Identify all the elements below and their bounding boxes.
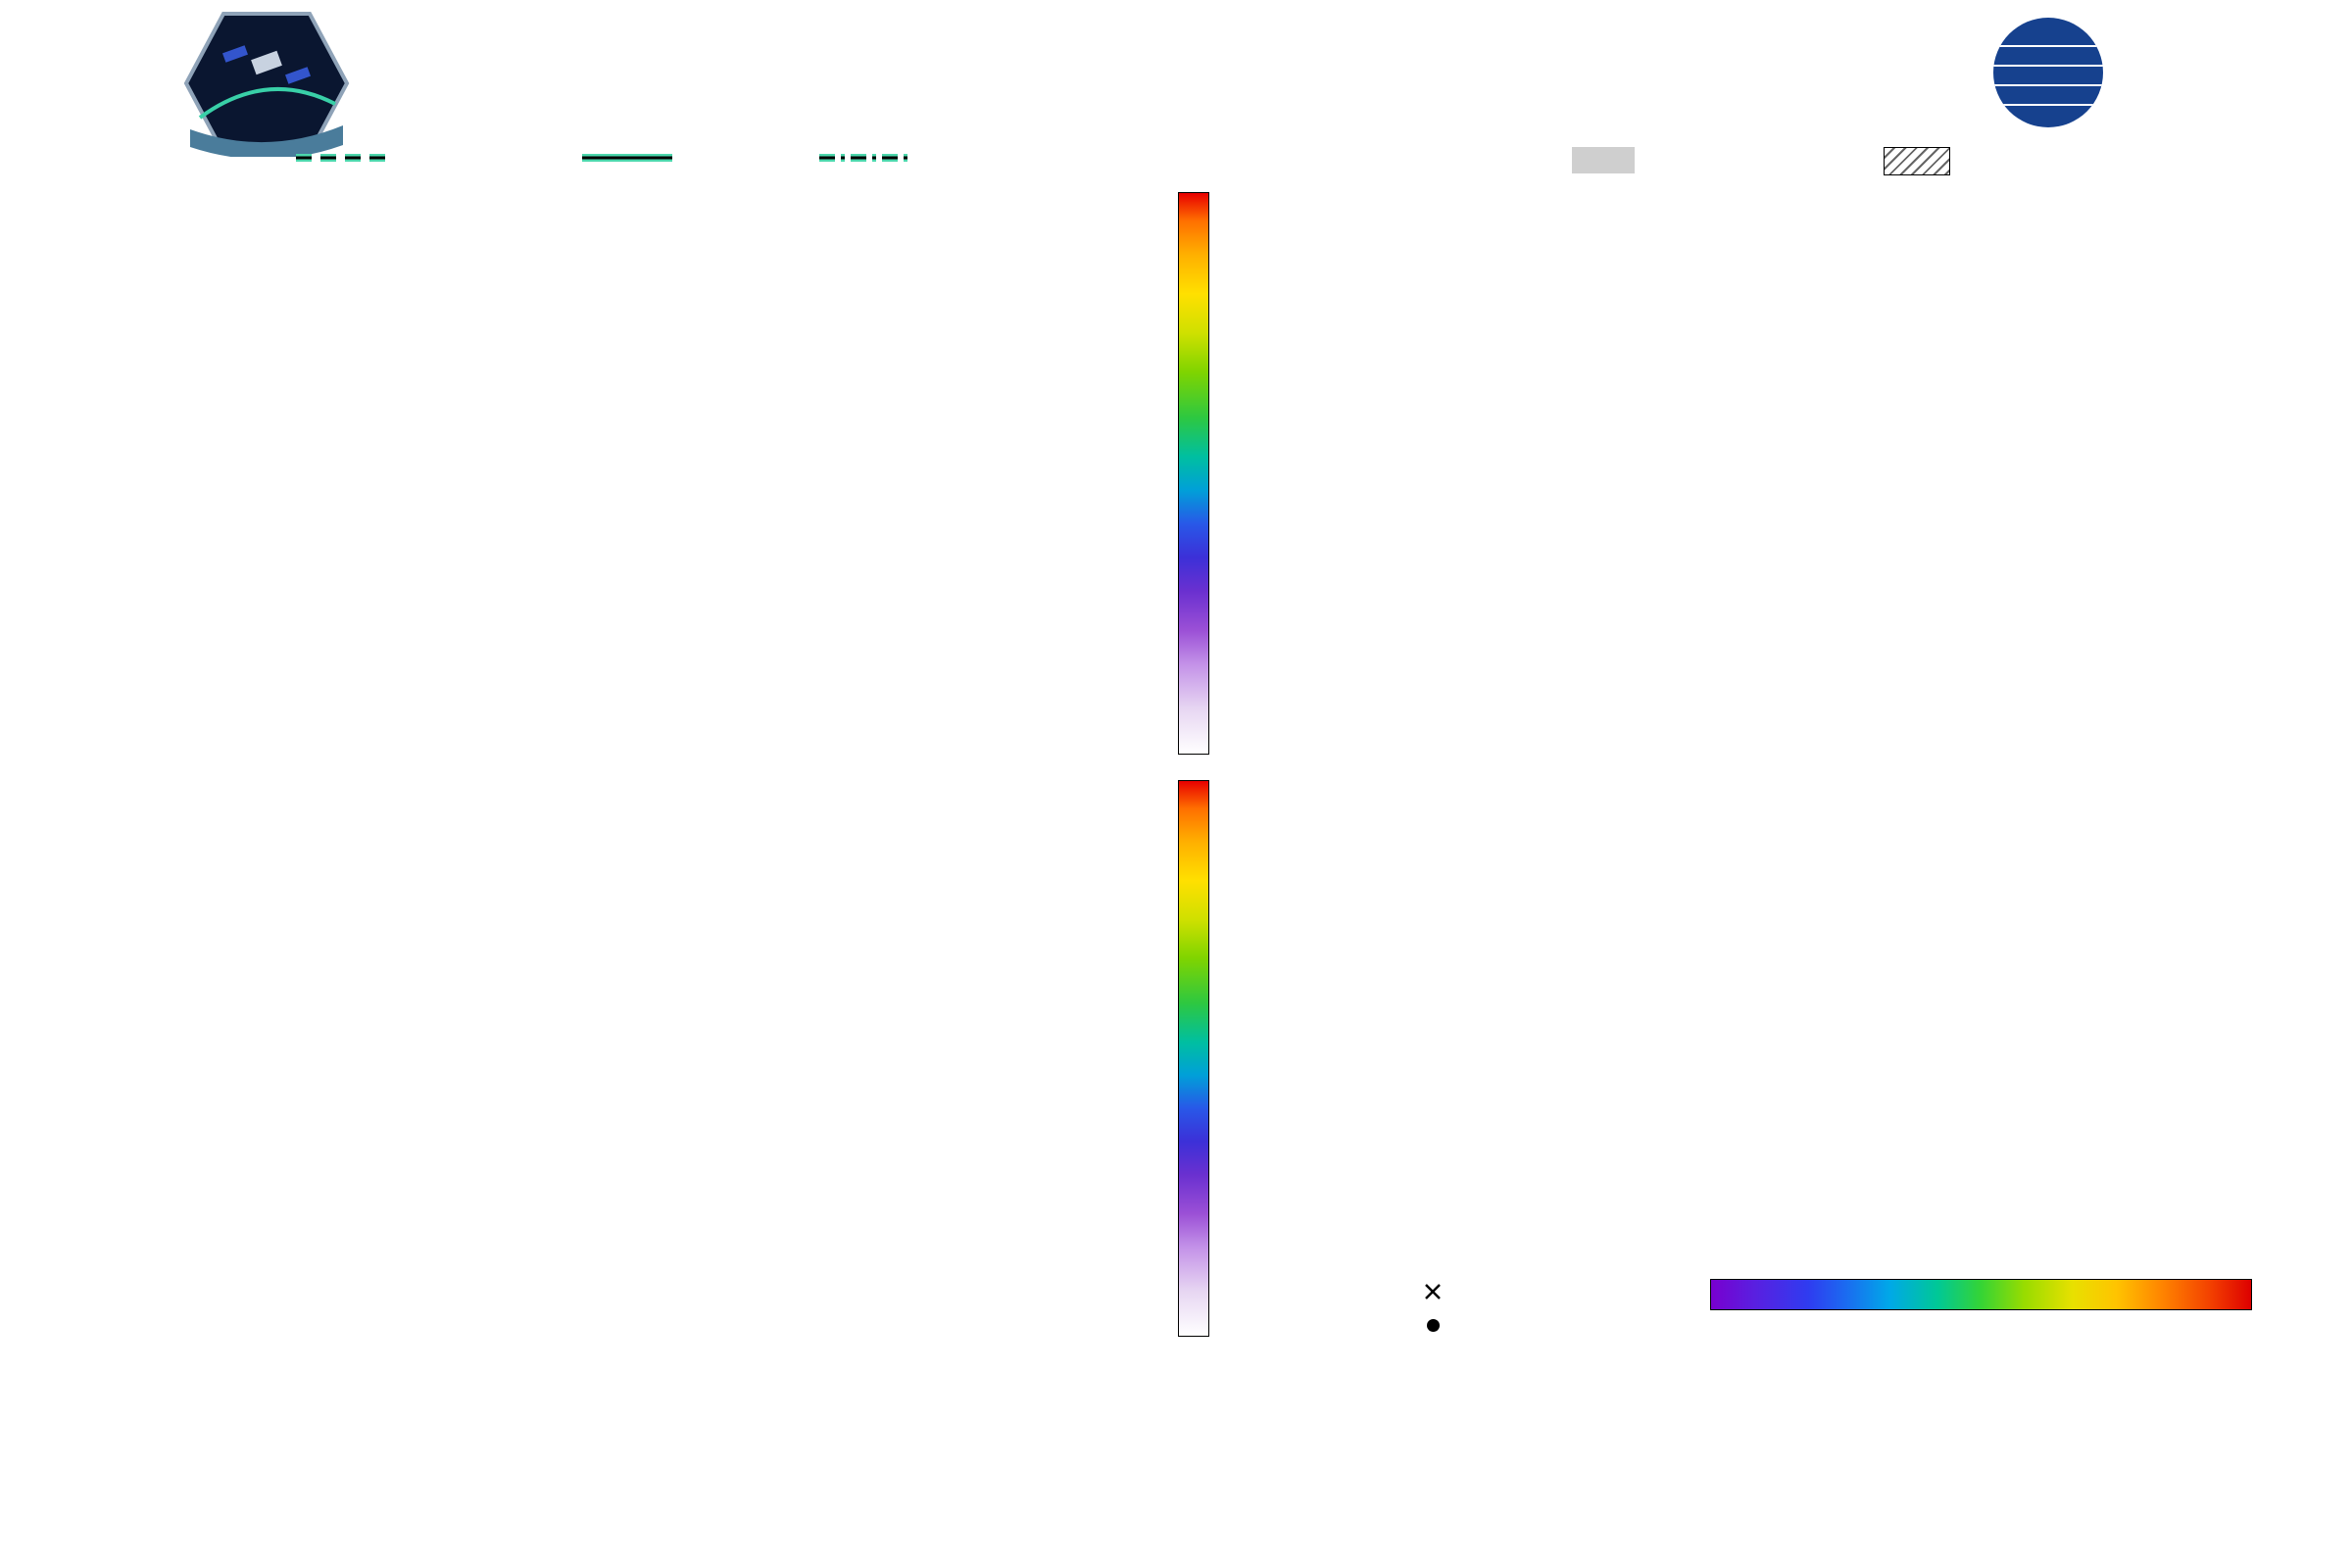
altitude-colorbar: [1710, 1279, 2252, 1310]
esa-globe-icon: [1993, 18, 2103, 127]
legend-line-zenith-icon: [819, 154, 909, 162]
esa-globe-line: [1993, 45, 2103, 47]
esa-globe-line: [1993, 65, 2103, 67]
shadow-swatch: [1884, 147, 1950, 175]
eclipse-swatch: [1572, 147, 1635, 173]
pixel-colorbar: [1178, 192, 1209, 755]
legend-line-bfield-icon: [582, 154, 672, 162]
dot-marker-icon: [1427, 1319, 1440, 1332]
x-marker-icon: [1425, 1284, 1441, 1299]
esa-globe-line: [1993, 104, 2103, 106]
ground-track-map-canvas: [0, 0, 294, 147]
legend-line-anti-ram-icon: [296, 154, 386, 162]
esa-logo: [1993, 14, 2336, 131]
esa-globe-line: [1993, 84, 2103, 86]
tof-colorbar: [1178, 780, 1209, 1337]
